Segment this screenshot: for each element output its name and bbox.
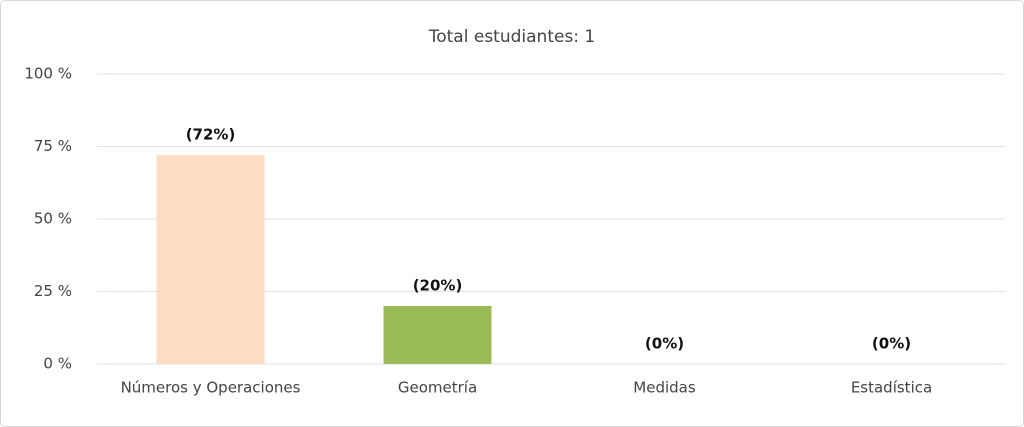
y-tick-label: 50 %	[34, 210, 72, 228]
y-tick-label: 0 %	[43, 355, 72, 373]
y-tick-label: 75 %	[34, 137, 72, 155]
x-tick-label: Medidas	[633, 379, 696, 397]
value-label: (0%)	[872, 335, 911, 353]
value-label: (20%)	[413, 277, 463, 295]
value-label: (72%)	[186, 126, 236, 144]
y-tick-label: 25 %	[34, 282, 72, 300]
bar	[156, 155, 265, 364]
value-label: (0%)	[645, 335, 684, 353]
bar	[383, 306, 492, 364]
y-tick-label: 100 %	[24, 65, 72, 83]
x-tick-label: Estadística	[851, 379, 932, 397]
x-tick-label: Geometría	[398, 379, 477, 397]
chart-title: Total estudiantes: 1	[428, 27, 596, 47]
x-tick-label: Números y Operaciones	[121, 379, 301, 397]
